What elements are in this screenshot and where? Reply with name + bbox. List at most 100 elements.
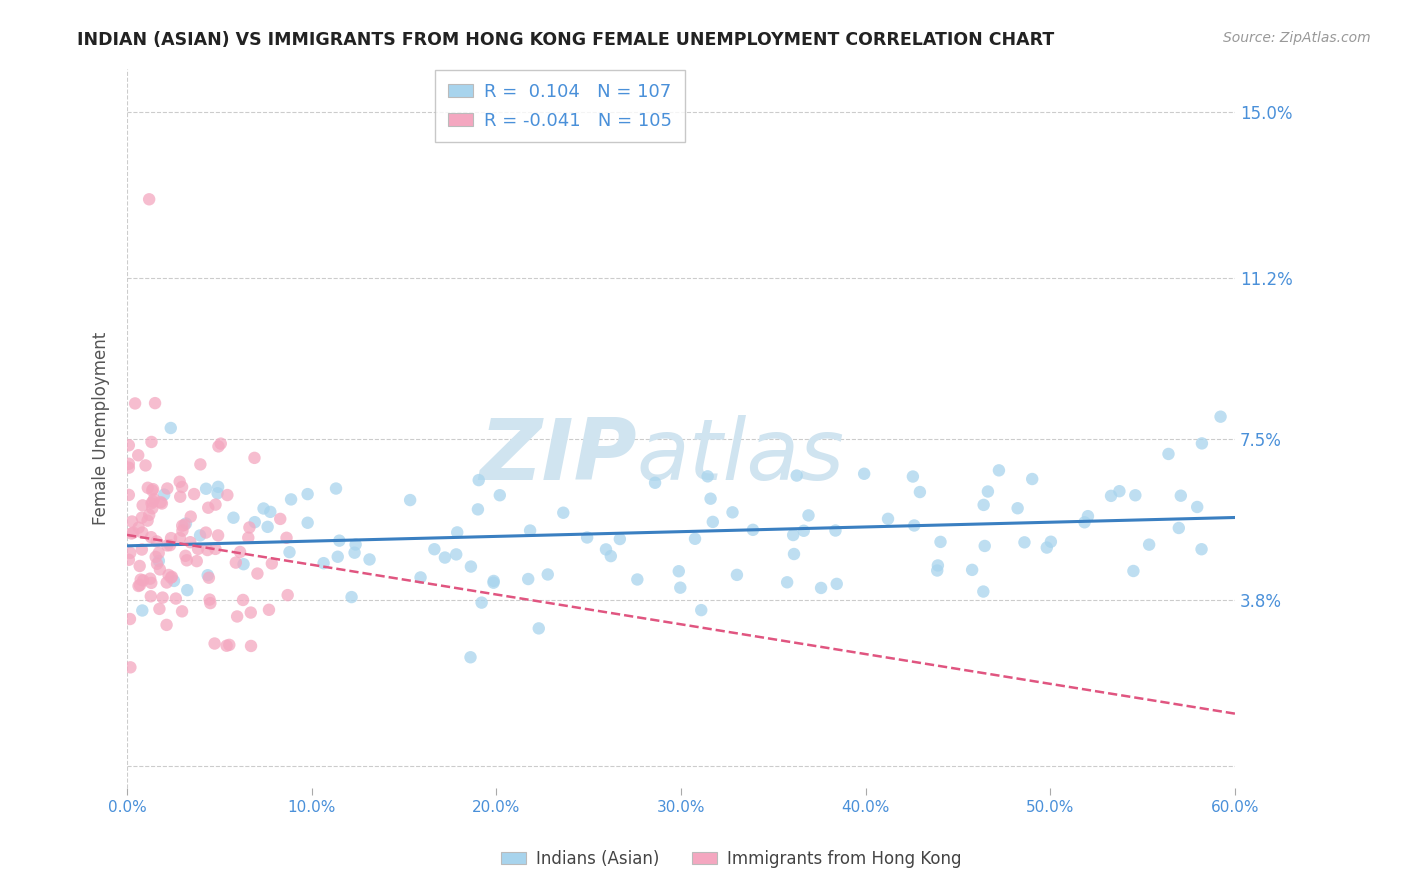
Point <box>204 498 226 512</box>
Point <box>118 460 141 475</box>
Point <box>927 564 949 578</box>
Text: INDIAN (ASIAN) VS IMMIGRANTS FROM HONG KONG FEMALE UNEMPLOYMENT CORRELATION CHAR: INDIAN (ASIAN) VS IMMIGRANTS FROM HONG K… <box>77 31 1054 49</box>
Point <box>239 606 262 620</box>
Point <box>626 573 648 587</box>
Point <box>1039 534 1062 549</box>
Point <box>183 487 205 501</box>
Point <box>297 487 319 501</box>
Point <box>197 543 219 558</box>
Point <box>197 568 219 582</box>
Point <box>721 505 744 519</box>
Point <box>132 574 155 588</box>
Point <box>668 564 690 578</box>
Point <box>190 458 212 472</box>
Point <box>340 590 363 604</box>
Point <box>143 396 166 410</box>
Point <box>141 501 163 516</box>
Point <box>128 559 150 574</box>
Point <box>344 537 367 551</box>
Point <box>138 192 160 206</box>
Point <box>1191 542 1213 557</box>
Point <box>240 639 263 653</box>
Point <box>1007 501 1029 516</box>
Point <box>139 530 162 544</box>
Point <box>644 475 666 490</box>
Point <box>325 482 347 496</box>
Point <box>131 603 153 617</box>
Point <box>256 520 278 534</box>
Point <box>1185 500 1208 514</box>
Point <box>198 592 221 607</box>
Point <box>188 528 211 542</box>
Point <box>118 612 141 626</box>
Point <box>128 579 150 593</box>
Point <box>118 438 141 452</box>
Point <box>1021 472 1043 486</box>
Point <box>120 660 142 674</box>
Point <box>204 636 226 650</box>
Legend: R =  0.104   N = 107, R = -0.041   N = 105: R = 0.104 N = 107, R = -0.041 N = 105 <box>436 70 685 143</box>
Point <box>595 542 617 557</box>
Point <box>155 618 177 632</box>
Point <box>174 549 197 563</box>
Point <box>139 590 162 604</box>
Point <box>176 583 198 598</box>
Point <box>599 549 621 563</box>
Point <box>725 567 748 582</box>
Point <box>977 484 1000 499</box>
Point <box>972 584 994 599</box>
Point <box>1209 409 1232 424</box>
Point <box>207 486 229 500</box>
Point <box>218 638 240 652</box>
Point <box>186 554 208 568</box>
Point <box>1170 489 1192 503</box>
Point <box>444 548 467 562</box>
Point <box>488 488 510 502</box>
Point <box>1191 436 1213 450</box>
Point <box>124 396 146 410</box>
Point <box>702 515 724 529</box>
Point <box>901 469 924 483</box>
Point <box>200 596 222 610</box>
Point <box>165 591 187 606</box>
Point <box>446 525 468 540</box>
Point <box>127 448 149 462</box>
Point <box>742 523 765 537</box>
Point <box>225 556 247 570</box>
Point <box>209 436 232 450</box>
Point <box>131 499 153 513</box>
Point <box>825 577 848 591</box>
Point <box>1157 447 1180 461</box>
Point <box>433 550 456 565</box>
Point <box>156 575 179 590</box>
Point <box>136 481 159 495</box>
Point <box>148 546 170 560</box>
Point <box>128 521 150 535</box>
Point <box>252 501 274 516</box>
Point <box>180 509 202 524</box>
Point <box>222 510 245 524</box>
Point <box>146 557 169 571</box>
Point <box>187 541 209 556</box>
Point <box>908 485 931 500</box>
Point <box>328 533 350 548</box>
Point <box>141 575 163 590</box>
Point <box>160 570 183 584</box>
Point <box>174 516 197 531</box>
Point <box>169 475 191 489</box>
Point <box>204 541 226 556</box>
Point <box>136 514 159 528</box>
Point <box>129 578 152 592</box>
Point <box>129 573 152 587</box>
Point <box>172 480 194 494</box>
Point <box>482 574 505 588</box>
Point <box>782 528 804 542</box>
Point <box>960 563 983 577</box>
Point <box>824 524 846 538</box>
Point <box>145 534 167 549</box>
Point <box>576 531 599 545</box>
Point <box>207 439 229 453</box>
Point <box>1014 535 1036 549</box>
Point <box>257 603 280 617</box>
Point <box>170 604 193 618</box>
